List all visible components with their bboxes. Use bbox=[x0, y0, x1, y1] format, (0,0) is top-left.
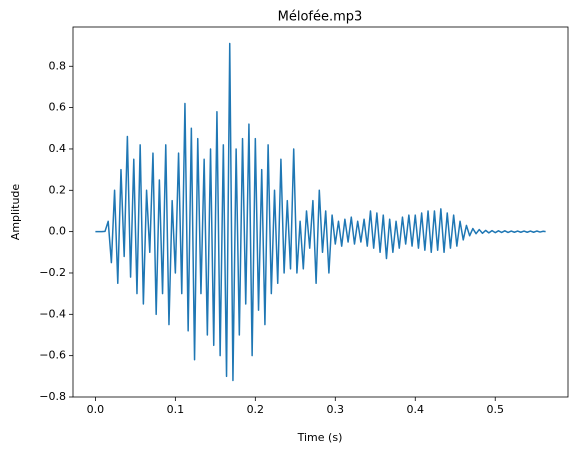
waveform-line bbox=[95, 42, 546, 382]
y-tick-label: 0.0 bbox=[49, 225, 67, 238]
x-axis-label: Time (s) bbox=[297, 431, 343, 444]
y-tick-label: −0.4 bbox=[39, 307, 66, 320]
axes-frame bbox=[72, 26, 569, 398]
y-tick-label: −0.2 bbox=[39, 266, 66, 279]
x-tick-label: 0.5 bbox=[486, 403, 504, 416]
y-tick-label: 0.6 bbox=[49, 101, 67, 114]
y-tick-label: −0.6 bbox=[39, 349, 66, 362]
y-tick-label: 0.2 bbox=[49, 183, 67, 196]
x-tick-label: 0.1 bbox=[167, 403, 185, 416]
y-tick-label: −0.8 bbox=[39, 390, 66, 403]
chart-title: Mélofée.mp3 bbox=[278, 10, 363, 25]
x-tick-label: 0.2 bbox=[247, 403, 265, 416]
x-tick-label: 0.4 bbox=[407, 403, 425, 416]
x-tick-label: 0.0 bbox=[87, 403, 105, 416]
y-tick-label: 0.4 bbox=[49, 142, 67, 155]
x-tick-label: 0.3 bbox=[327, 403, 345, 416]
y-axis-label: Amplitude bbox=[9, 184, 22, 241]
y-tick-label: 0.8 bbox=[49, 59, 67, 72]
